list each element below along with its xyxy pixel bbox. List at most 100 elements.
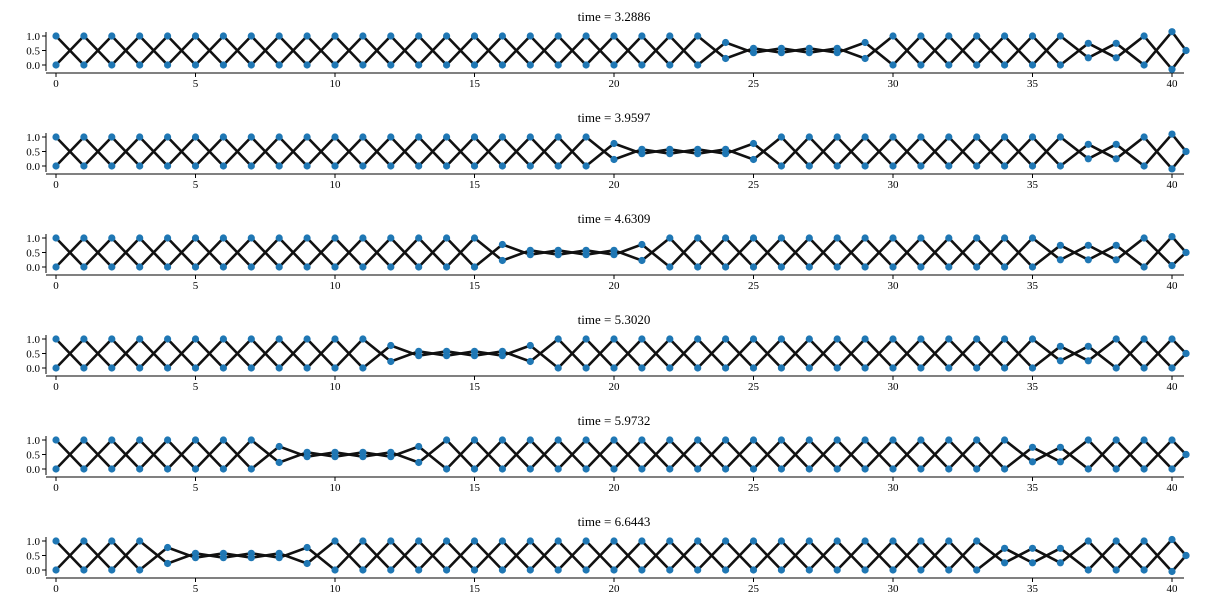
top-node-point — [638, 364, 646, 372]
panel-3: time = 4.6309 1.0 0.5 0.0 0 5 10 15 20 25 30 35 40 — [26, 211, 1190, 292]
top-node-point — [777, 234, 786, 242]
bottom-node-point — [722, 465, 730, 473]
top-node-point — [554, 537, 562, 545]
top-node-point — [443, 133, 451, 141]
bottom-node-point — [275, 364, 283, 372]
top-node-point — [973, 465, 981, 473]
bottom-node-point — [1084, 436, 1092, 444]
top-node-point — [443, 32, 451, 40]
bottom-node-point — [694, 436, 702, 444]
top-node-point — [52, 335, 60, 343]
x-tick-label: 5 — [193, 280, 199, 292]
x-tick-label: 15 — [469, 583, 481, 595]
bottom-node-point — [275, 263, 283, 271]
bottom-node-point — [777, 263, 786, 271]
top-node-point — [554, 32, 562, 40]
bottom-node-point — [945, 566, 953, 574]
top-node-point — [1056, 133, 1064, 141]
bottom-node-point — [1140, 32, 1148, 40]
bottom-node-point — [805, 335, 813, 343]
bottom-node-point — [554, 465, 562, 473]
top-node-point — [805, 364, 813, 372]
bottom-node-point — [1056, 458, 1064, 466]
bottom-node-point — [359, 448, 367, 456]
bottom-node-point — [80, 436, 88, 444]
top-node-point — [303, 559, 311, 568]
top-node-point — [889, 234, 897, 242]
top-node-point — [331, 537, 339, 545]
top-node-point — [917, 364, 925, 372]
bottom-node-point — [917, 537, 925, 545]
bottom-node-point — [136, 234, 144, 242]
top-node-point — [108, 32, 116, 40]
bottom-node-point — [861, 133, 869, 141]
bottom-node-point — [805, 133, 813, 141]
bottom-node-point — [749, 537, 758, 545]
top-node-point — [1056, 32, 1064, 40]
top-node-point — [805, 263, 813, 271]
x-tick-label: 15 — [469, 280, 481, 292]
bottom-node-point — [443, 162, 451, 170]
bottom-node-point — [1028, 443, 1037, 451]
bottom-node-point — [554, 566, 562, 574]
bottom-node-point — [861, 436, 869, 444]
y-tick-label: 1.0 — [26, 233, 40, 245]
y-tick-label: 0.5 — [26, 450, 40, 462]
bottom-node-point — [861, 38, 869, 47]
top-node-point — [331, 234, 339, 242]
bottom-node-point — [889, 465, 897, 473]
top-node-point — [1084, 465, 1092, 473]
top-node-point — [833, 234, 841, 242]
bottom-node-point — [526, 133, 534, 141]
top-node-point — [582, 162, 590, 170]
bottom-node-point — [387, 453, 395, 461]
bottom-node-point — [861, 537, 869, 545]
bottom-node-point — [917, 234, 925, 242]
top-node-point — [722, 335, 730, 343]
x-tick-label: 30 — [888, 179, 900, 191]
top-node-point — [526, 465, 534, 473]
top-node-point — [359, 61, 367, 69]
bottom-node-point — [638, 436, 646, 444]
top-node-point — [694, 465, 702, 473]
bottom-node-point — [52, 162, 60, 170]
top-node-point — [387, 32, 395, 40]
y-tick-label: 0.5 — [26, 551, 40, 563]
top-node-point — [275, 335, 283, 343]
bottom-node-point — [805, 537, 813, 545]
x-tick-label: 5 — [193, 583, 199, 595]
y-tick-label: 0.0 — [26, 161, 40, 173]
top-node-point — [945, 436, 953, 444]
bottom-node-point — [387, 357, 395, 366]
bottom-node-point — [526, 341, 534, 350]
top-node-point — [470, 61, 479, 69]
top-node-point — [749, 155, 758, 164]
bottom-node-point — [1084, 342, 1092, 350]
top-node-point — [219, 436, 227, 444]
top-node-point — [638, 61, 646, 69]
bottom-node-point — [973, 335, 981, 343]
bottom-node-point — [861, 335, 869, 343]
top-node-point — [303, 61, 311, 69]
top-node-point — [526, 357, 534, 366]
bottom-node-point — [833, 566, 841, 574]
x-tick-label: 30 — [888, 583, 900, 595]
bottom-node-point — [247, 549, 255, 557]
bottom-node-point — [498, 352, 506, 360]
top-node-point — [498, 436, 506, 444]
bottom-node-point — [889, 364, 897, 372]
bottom-node-point — [1168, 364, 1176, 372]
bottom-node-point — [219, 162, 227, 170]
bottom-node-point — [1182, 147, 1190, 156]
top-node-point — [275, 133, 283, 141]
top-node-point — [610, 335, 618, 343]
top-node-point — [1168, 535, 1176, 544]
bottom-node-point — [470, 537, 479, 545]
bottom-node-point — [1182, 46, 1190, 55]
bottom-node-point — [470, 32, 479, 40]
bottom-node-point — [722, 566, 730, 574]
panel-6: time = 6.6443 1.0 0.5 0.0 0 5 10 15 20 25 30 35 40 — [26, 514, 1190, 595]
bottom-node-point — [749, 44, 758, 52]
bottom-node-point — [1168, 65, 1176, 73]
bottom-node-point — [136, 335, 144, 343]
